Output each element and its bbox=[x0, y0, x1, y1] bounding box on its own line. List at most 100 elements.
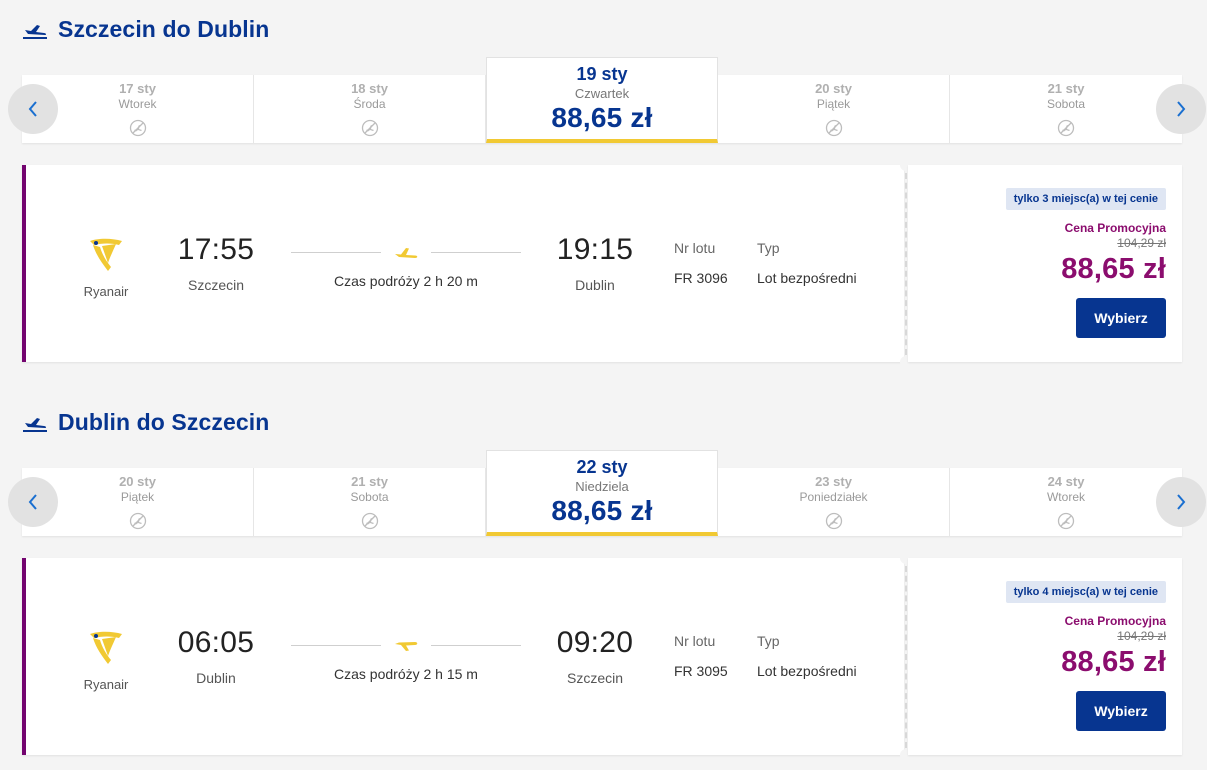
ryanair-harp-logo bbox=[90, 238, 122, 271]
departure-time: 17:55 bbox=[177, 233, 255, 266]
outbound-date-cell[interactable]: 18 sty Środa bbox=[254, 75, 486, 143]
outbound-date-cell[interactable]: 20 sty Piątek bbox=[718, 75, 950, 143]
flight-details: Ryanair 17:55 Szczecin Czas podróży 2 h … bbox=[22, 165, 904, 362]
date-label: 22 sty bbox=[576, 457, 628, 477]
airline-block: Ryanair bbox=[76, 235, 136, 299]
inbound-selected-date-cell[interactable]: 22 sty Niedziela 88,65 zł bbox=[486, 450, 718, 536]
outbound-header: Szczecin do Dublin bbox=[22, 14, 269, 44]
inbound-prev-dates-button[interactable] bbox=[8, 477, 58, 527]
date-price: 88,65 zł bbox=[551, 495, 653, 526]
outbound-date-cell[interactable]: 21 sty Sobota bbox=[950, 75, 1182, 143]
outbound-selected-date-cell[interactable]: 19 sty Czwartek 88,65 zł bbox=[486, 57, 718, 143]
date-label: 20 sty bbox=[119, 474, 156, 489]
flight-type: Lot bezpośredni bbox=[757, 270, 857, 286]
inbound-next-dates-button[interactable] bbox=[1156, 477, 1206, 527]
arrival-block: 09:20 Szczecin bbox=[540, 626, 650, 686]
route-line-left bbox=[291, 252, 381, 253]
inbound-date-cell[interactable]: 20 sty Piątek bbox=[22, 468, 254, 536]
date-label: 21 sty bbox=[351, 474, 388, 489]
arrival-city: Szczecin bbox=[566, 670, 624, 686]
outbound-prev-dates-button[interactable] bbox=[8, 84, 58, 134]
ticket-divider bbox=[905, 173, 907, 355]
weekday-label: Sobota bbox=[1046, 97, 1086, 111]
fare-price: 88,65 zł bbox=[1061, 253, 1166, 285]
select-inbound-button[interactable]: Wybierz bbox=[1076, 691, 1166, 731]
departure-plane-icon bbox=[23, 418, 47, 432]
flight-number-block: Nr lotu FR 3096 bbox=[674, 240, 728, 286]
no-flight-icon bbox=[1057, 512, 1075, 530]
flight-details: Ryanair 06:05 Dublin Czas podróży 2 h 15… bbox=[22, 558, 904, 755]
airline-name: Ryanair bbox=[83, 677, 129, 692]
weekday-label: Środa bbox=[353, 97, 386, 111]
outbound-date-strip: 17 sty Wtorek 18 sty Środa 19 sty Czwart… bbox=[8, 57, 1206, 143]
route-line-right bbox=[431, 252, 521, 253]
price-panel: tylko 4 miejsc(a) w tej cenie Cena Promo… bbox=[908, 558, 1182, 755]
promo-label: Cena Promocyjna bbox=[1064, 614, 1166, 628]
plane-icon bbox=[395, 642, 418, 651]
arrival-time: 19:15 bbox=[556, 233, 634, 266]
weekday-label: Piątek bbox=[816, 97, 851, 111]
flight-type-label: Typ bbox=[757, 633, 780, 649]
inbound-title: Dublin do Szczecin bbox=[58, 408, 270, 435]
weekday-label: Poniedziałek bbox=[799, 490, 868, 504]
date-label: 20 sty bbox=[815, 81, 852, 96]
travel-duration: Czas podróży 2 h 15 m bbox=[334, 666, 478, 682]
arrival-time: 09:20 bbox=[556, 626, 634, 659]
no-flight-icon bbox=[1057, 119, 1075, 137]
chevron-left-icon bbox=[28, 101, 37, 117]
old-price: 104,29 zł bbox=[1117, 629, 1166, 643]
price-panel: tylko 3 miejsc(a) w tej cenie Cena Promo… bbox=[908, 165, 1182, 362]
inbound-date-strip: 20 sty Piątek 21 sty Sobota 22 sty Niedz… bbox=[8, 450, 1206, 536]
flight-number-label: Nr lotu bbox=[674, 633, 716, 649]
plane-icon bbox=[395, 248, 418, 258]
inbound-date-cell[interactable]: 24 sty Wtorek bbox=[950, 468, 1182, 536]
flight-type: Lot bezpośredni bbox=[757, 663, 857, 679]
arrival-city: Dublin bbox=[575, 277, 615, 293]
seats-left-badge: tylko 4 miejsc(a) w tej cenie bbox=[1005, 581, 1166, 603]
no-flight-icon bbox=[361, 512, 378, 530]
flight-type-block: Typ Lot bezpośredni bbox=[757, 240, 857, 286]
date-label: 19 sty bbox=[576, 64, 628, 84]
arrival-block: 19:15 Dublin bbox=[540, 233, 650, 293]
inbound-date-cell[interactable]: 23 sty Poniedziałek bbox=[718, 468, 950, 536]
weekday-label: Wtorek bbox=[118, 97, 157, 111]
airline-name: Ryanair bbox=[83, 284, 129, 299]
no-flight-icon bbox=[825, 512, 842, 530]
flight-number-block: Nr lotu FR 3095 bbox=[674, 633, 728, 679]
no-flight-icon bbox=[361, 119, 378, 137]
flight-number-label: Nr lotu bbox=[674, 240, 716, 256]
chevron-right-icon bbox=[1177, 494, 1186, 510]
old-price: 104,29 zł bbox=[1117, 236, 1166, 250]
date-label: 23 sty bbox=[815, 474, 852, 489]
route-line-left bbox=[291, 645, 381, 646]
date-price: 88,65 zł bbox=[551, 102, 653, 133]
date-label: 24 sty bbox=[1047, 474, 1085, 489]
date-label: 18 sty bbox=[351, 81, 388, 96]
weekday-label: Piątek bbox=[120, 490, 155, 504]
outbound-flight-card: Ryanair 17:55 Szczecin Czas podróży 2 h … bbox=[22, 159, 1182, 368]
date-label: 17 sty bbox=[119, 81, 156, 96]
inbound-date-cell[interactable]: 21 sty Sobota bbox=[254, 468, 486, 536]
flight-type-label: Typ bbox=[757, 240, 780, 256]
seats-left-badge: tylko 3 miejsc(a) w tej cenie bbox=[1005, 188, 1166, 210]
departure-city: Dublin bbox=[196, 670, 236, 686]
flight-number: FR 3096 bbox=[674, 270, 728, 286]
ryanair-harp-logo bbox=[90, 631, 122, 664]
inbound-header: Dublin do Szczecin bbox=[22, 407, 269, 437]
fare-price: 88,65 zł bbox=[1061, 646, 1166, 678]
outbound-next-dates-button[interactable] bbox=[1156, 84, 1206, 134]
weekday-label: Czwartek bbox=[574, 86, 630, 101]
no-flight-icon bbox=[825, 119, 842, 137]
flight-number: FR 3095 bbox=[674, 663, 728, 679]
outbound-date-cell[interactable]: 17 sty Wtorek bbox=[22, 75, 254, 143]
departure-block: 17:55 Szczecin bbox=[161, 233, 271, 293]
travel-duration: Czas podróży 2 h 20 m bbox=[334, 273, 478, 289]
outbound-title: Szczecin do Dublin bbox=[58, 15, 270, 42]
weekday-label: Niedziela bbox=[575, 479, 629, 494]
no-flight-icon bbox=[129, 512, 146, 530]
ticket-divider bbox=[905, 566, 907, 748]
select-outbound-button[interactable]: Wybierz bbox=[1076, 298, 1166, 338]
chevron-right-icon bbox=[1177, 101, 1186, 117]
departure-time: 06:05 bbox=[177, 626, 255, 659]
inbound-flight-card: Ryanair 06:05 Dublin Czas podróży 2 h 15… bbox=[22, 552, 1182, 761]
